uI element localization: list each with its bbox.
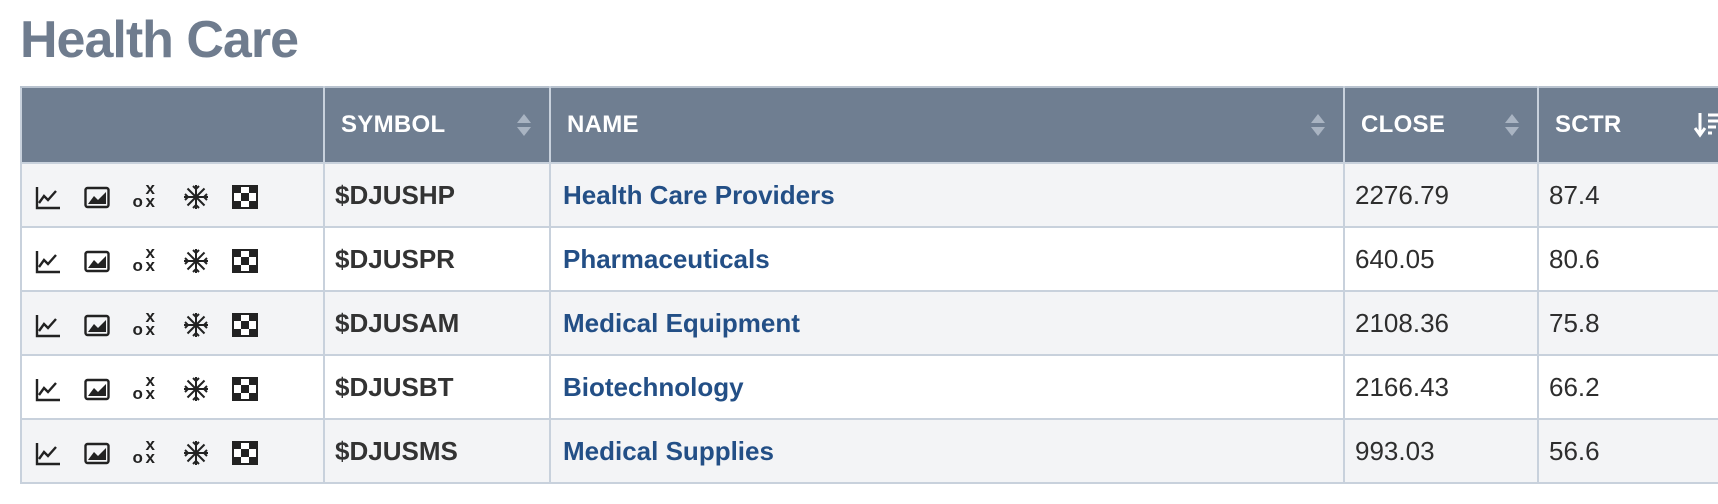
name-cell: Health Care Providers <box>549 162 1345 228</box>
column-header-sctr[interactable]: SCTR <box>1537 86 1718 164</box>
checkerboard-icon[interactable] <box>231 439 259 467</box>
name-cell: Medical Supplies <box>549 418 1345 484</box>
sector-table: SYMBOL NAME CLOSE <box>20 86 1718 484</box>
symbol-cell: $DJUSHP <box>323 162 551 228</box>
column-header-label: SCTR <box>1555 111 1622 138</box>
sort-both-icon[interactable] <box>515 112 533 138</box>
name-link[interactable]: Medical Equipment <box>563 307 800 338</box>
area-chart-icon[interactable] <box>83 311 111 339</box>
symbol-cell: $DJUSMS <box>323 418 551 484</box>
close-cell: 2166.43 <box>1343 354 1539 420</box>
sector-table-container: SYMBOL NAME CLOSE <box>20 86 1718 484</box>
sctr-cell: 66.2 <box>1537 354 1718 420</box>
column-header-label: CLOSE <box>1361 111 1446 138</box>
close-cell: 2108.36 <box>1343 290 1539 356</box>
symbol-cell: $DJUSBT <box>323 354 551 420</box>
name-cell: Pharmaceuticals <box>549 226 1345 292</box>
column-header-label: NAME <box>567 111 639 138</box>
page-title: Health Care <box>20 11 299 69</box>
close-cell: 2276.79 <box>1343 162 1539 228</box>
name-link[interactable]: Medical Supplies <box>563 435 774 466</box>
column-header-tools <box>20 86 325 164</box>
seasonality-icon[interactable] <box>182 183 210 211</box>
area-chart-icon[interactable] <box>83 439 111 467</box>
checkerboard-icon[interactable] <box>231 247 259 275</box>
area-chart-icon[interactable] <box>83 183 111 211</box>
name-link[interactable]: Pharmaceuticals <box>563 243 770 274</box>
sort-descending-icon[interactable] <box>1694 112 1718 138</box>
name-link[interactable]: Biotechnology <box>563 371 744 402</box>
column-header-close[interactable]: CLOSE <box>1343 86 1539 164</box>
sctr-cell: 80.6 <box>1537 226 1718 292</box>
symbol-cell: $DJUSAM <box>323 290 551 356</box>
sort-both-icon[interactable] <box>1503 112 1521 138</box>
seasonality-icon[interactable] <box>182 311 210 339</box>
name-link[interactable]: Health Care Providers <box>563 179 835 210</box>
checkerboard-icon[interactable] <box>231 375 259 403</box>
close-cell: 640.05 <box>1343 226 1539 292</box>
name-cell: Medical Equipment <box>549 290 1345 356</box>
checkerboard-icon[interactable] <box>231 311 259 339</box>
sctr-cell: 87.4 <box>1537 162 1718 228</box>
line-chart-icon[interactable] <box>34 183 62 211</box>
symbol-cell: $DJUSPR <box>323 226 551 292</box>
table-header-row: SYMBOL NAME CLOSE <box>20 86 1718 164</box>
area-chart-icon[interactable] <box>83 375 111 403</box>
area-chart-icon[interactable] <box>83 247 111 275</box>
column-header-name[interactable]: NAME <box>549 86 1345 164</box>
line-chart-icon[interactable] <box>34 375 62 403</box>
line-chart-icon[interactable] <box>34 439 62 467</box>
line-chart-icon[interactable] <box>34 247 62 275</box>
close-cell: 993.03 <box>1343 418 1539 484</box>
seasonality-icon[interactable] <box>182 439 210 467</box>
name-cell: Biotechnology <box>549 354 1345 420</box>
sort-both-icon[interactable] <box>1309 112 1327 138</box>
seasonality-icon[interactable] <box>182 247 210 275</box>
column-header-label: SYMBOL <box>341 111 446 138</box>
sctr-cell: 56.6 <box>1537 418 1718 484</box>
checkerboard-icon[interactable] <box>231 183 259 211</box>
line-chart-icon[interactable] <box>34 311 62 339</box>
column-header-symbol[interactable]: SYMBOL <box>323 86 551 164</box>
seasonality-icon[interactable] <box>182 375 210 403</box>
sctr-cell: 75.8 <box>1537 290 1718 356</box>
